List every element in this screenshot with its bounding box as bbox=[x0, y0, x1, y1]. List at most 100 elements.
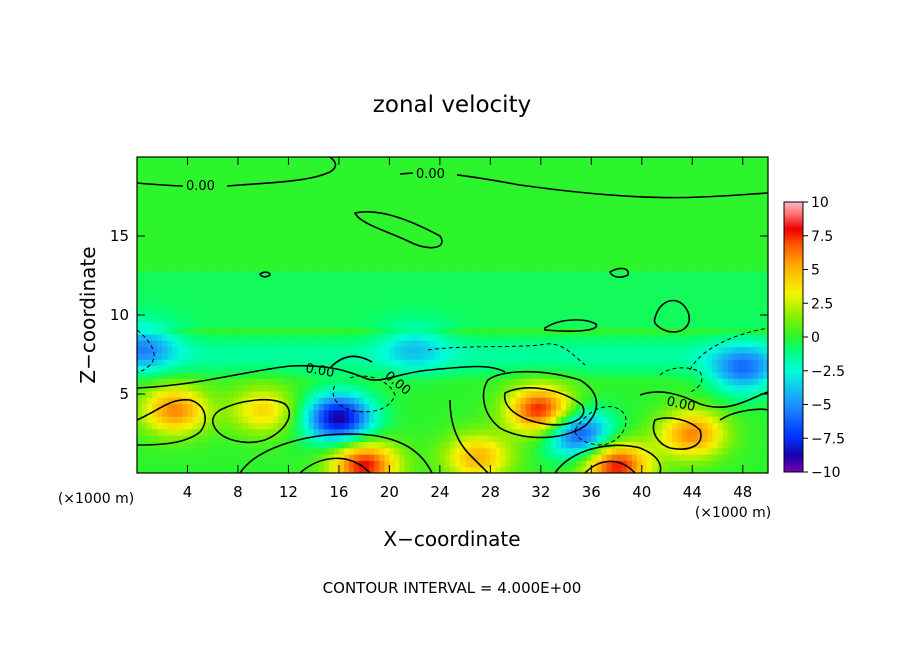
heatmap-cell bbox=[217, 422, 224, 430]
heatmap-cell bbox=[232, 428, 239, 436]
heatmap-cell bbox=[182, 384, 189, 392]
heatmap-cell bbox=[354, 333, 360, 341]
heatmap-cell bbox=[389, 182, 396, 190]
heatmap-cell bbox=[490, 352, 497, 360]
heatmap-cell bbox=[354, 390, 360, 398]
heatmap-cell bbox=[167, 245, 173, 253]
heatmap-cell bbox=[596, 277, 603, 284]
heatmap-cell bbox=[303, 454, 310, 461]
heatmap-cell bbox=[222, 188, 229, 196]
heatmap-cell bbox=[212, 340, 219, 348]
heatmap-cell bbox=[384, 194, 390, 202]
heatmap-cell bbox=[384, 308, 390, 316]
heatmap-cell bbox=[616, 182, 623, 190]
heatmap-cell bbox=[162, 340, 168, 348]
heatmap-cell bbox=[409, 384, 416, 392]
heatmap-cell bbox=[217, 460, 224, 468]
heatmap-cell bbox=[318, 333, 325, 341]
heatmap-cell bbox=[525, 270, 532, 278]
heatmap-cell bbox=[505, 220, 512, 228]
heatmap-cell bbox=[510, 239, 517, 247]
heatmap-cell bbox=[177, 460, 184, 468]
heatmap-cell bbox=[455, 188, 461, 196]
heatmap-cell bbox=[147, 454, 153, 461]
heatmap-cell bbox=[308, 264, 315, 272]
heatmap-cell bbox=[248, 283, 254, 291]
heatmap-cell bbox=[449, 226, 456, 234]
heatmap-cell bbox=[248, 289, 254, 297]
heatmap-cell bbox=[449, 346, 456, 354]
heatmap-cell bbox=[222, 220, 229, 228]
heatmap-cell bbox=[379, 397, 385, 405]
heatmap-cell bbox=[303, 232, 310, 240]
heatmap-cell bbox=[152, 264, 158, 272]
heatmap-cell bbox=[419, 466, 426, 473]
heatmap-cell bbox=[258, 454, 264, 461]
heatmap-cell bbox=[243, 403, 249, 411]
heatmap-cell bbox=[571, 308, 577, 316]
heatmap-cell bbox=[207, 220, 214, 228]
heatmap-cell bbox=[409, 435, 416, 442]
heatmap-cell bbox=[530, 346, 537, 354]
heatmap-cell bbox=[475, 201, 481, 209]
heatmap-cell bbox=[328, 346, 335, 354]
heatmap-cell bbox=[626, 175, 633, 183]
heatmap-cell bbox=[333, 213, 340, 221]
heatmap-cell bbox=[162, 277, 168, 284]
heatmap-cell bbox=[177, 270, 184, 278]
heatmap-cell bbox=[581, 175, 587, 183]
heatmap-cell bbox=[636, 346, 643, 354]
heatmap-cell bbox=[167, 308, 173, 316]
heatmap-cell bbox=[258, 220, 264, 228]
heatmap-cell bbox=[540, 315, 547, 322]
heatmap-cell bbox=[359, 182, 365, 190]
heatmap-cell bbox=[429, 428, 436, 436]
heatmap-cell bbox=[343, 371, 350, 379]
heatmap-cell bbox=[566, 378, 572, 386]
heatmap-cell bbox=[535, 428, 542, 436]
heatmap-cell bbox=[429, 441, 436, 449]
heatmap-cell bbox=[389, 346, 396, 354]
heatmap-cell bbox=[455, 296, 461, 303]
heatmap-cell bbox=[157, 340, 163, 348]
heatmap-cell bbox=[293, 232, 300, 240]
heatmap-cell bbox=[152, 321, 158, 329]
heatmap-cell bbox=[227, 346, 234, 354]
heatmap-cell bbox=[349, 397, 355, 405]
heatmap-cell bbox=[404, 409, 411, 417]
heatmap-cell bbox=[278, 175, 284, 183]
heatmap-cell bbox=[409, 163, 416, 171]
heatmap-cell bbox=[611, 333, 618, 341]
heatmap-cell bbox=[439, 213, 446, 221]
heatmap-cell bbox=[515, 460, 522, 468]
heatmap-cell bbox=[172, 365, 178, 373]
heatmap-cell bbox=[147, 340, 153, 348]
heatmap-cell bbox=[217, 371, 224, 379]
heatmap-cell bbox=[606, 352, 613, 360]
heatmap-cell bbox=[465, 251, 471, 259]
heatmap-cell bbox=[374, 327, 380, 335]
heatmap-cell bbox=[207, 258, 214, 266]
heatmap-cell bbox=[550, 188, 557, 196]
heatmap-cell bbox=[616, 258, 623, 266]
heatmap-cell bbox=[237, 327, 244, 335]
heatmap-cell bbox=[389, 264, 396, 272]
heatmap-cell bbox=[611, 296, 618, 303]
heatmap-cell bbox=[561, 207, 567, 215]
heatmap-cell bbox=[389, 194, 396, 202]
heatmap-cell bbox=[379, 213, 385, 221]
heatmap-cell bbox=[313, 454, 320, 461]
heatmap-cell bbox=[167, 435, 173, 442]
heatmap-cell bbox=[313, 435, 320, 442]
heatmap-cell bbox=[465, 378, 471, 386]
heatmap-cell bbox=[222, 283, 229, 291]
heatmap-cell bbox=[268, 232, 274, 240]
heatmap-cell bbox=[137, 157, 143, 164]
heatmap-cell bbox=[540, 397, 547, 405]
heatmap-cell bbox=[253, 283, 259, 291]
heatmap-cell bbox=[263, 454, 269, 461]
heatmap-cell bbox=[465, 460, 471, 468]
heatmap-cell bbox=[606, 308, 613, 316]
heatmap-cell bbox=[384, 460, 390, 468]
heatmap-cell bbox=[561, 163, 567, 171]
